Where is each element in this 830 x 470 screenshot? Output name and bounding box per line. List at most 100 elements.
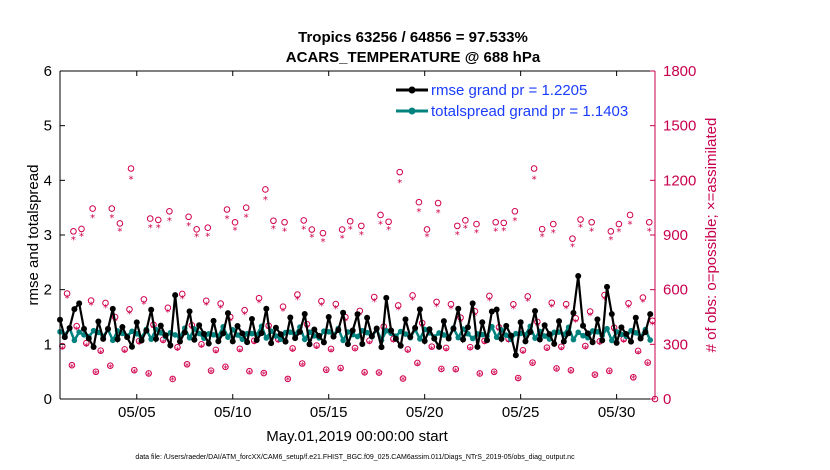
obs-assimilated-marker: * bbox=[148, 223, 153, 234]
obs-assimilated-marker: * bbox=[367, 339, 372, 350]
obs-possible-marker bbox=[202, 297, 210, 305]
totalspread-point bbox=[493, 334, 500, 341]
totalspread-point bbox=[263, 335, 270, 341]
obs-assimilated-marker: * bbox=[578, 223, 583, 234]
obs-assimilated-marker: * bbox=[628, 219, 633, 230]
rmse-point bbox=[90, 344, 97, 351]
left-tick-label: 0 bbox=[44, 391, 52, 408]
totalspread-point bbox=[541, 333, 548, 339]
rmse-point bbox=[508, 332, 515, 339]
obs-possible-marker bbox=[615, 220, 623, 228]
obs-possible-marker bbox=[130, 366, 138, 374]
obs-possible-marker bbox=[236, 345, 244, 353]
obs-possible-marker bbox=[404, 346, 412, 353]
totalspread-point bbox=[609, 337, 615, 344]
obs-assimilated-marker: * bbox=[353, 346, 358, 357]
rmse-point bbox=[388, 327, 395, 334]
obs-possible-marker bbox=[454, 222, 461, 230]
obs-assimilated-marker: * bbox=[424, 232, 429, 243]
obs-assimilated-marker: * bbox=[463, 223, 468, 234]
obs-possible-marker bbox=[346, 217, 354, 225]
obs-possible-marker bbox=[281, 218, 288, 226]
obs-assimilated-marker: * bbox=[213, 348, 218, 359]
obs-assimilated-marker: * bbox=[640, 298, 645, 309]
obs-possible-marker bbox=[588, 218, 595, 226]
obs-assimilated-marker: * bbox=[559, 345, 564, 356]
obs-assimilated-marker: * bbox=[530, 360, 535, 371]
obs-possible-marker bbox=[294, 291, 301, 298]
rmse-point bbox=[397, 342, 404, 349]
obs-assimilated-marker: * bbox=[434, 302, 439, 313]
obs-assimilated-marker: * bbox=[117, 226, 122, 237]
rmse-point bbox=[402, 316, 409, 323]
rmse-point bbox=[354, 311, 361, 318]
rmse-point bbox=[128, 343, 135, 350]
obs-assimilated-marker: * bbox=[180, 294, 185, 305]
rmse-point bbox=[215, 338, 222, 345]
rmse-point bbox=[167, 342, 174, 349]
obs-possible-marker bbox=[438, 365, 445, 373]
obs-assimilated-marker: * bbox=[146, 370, 151, 381]
legend-rmse-label: rmse grand pr = 1.2205 bbox=[431, 82, 587, 99]
obs-possible-marker bbox=[270, 217, 277, 225]
obs-possible-marker bbox=[183, 360, 191, 368]
obs-assimilated-marker: * bbox=[290, 346, 295, 357]
totalspread-point bbox=[186, 334, 193, 341]
rmse-point bbox=[364, 314, 371, 321]
obs-possible-marker bbox=[262, 186, 269, 193]
right-tick-label: 1800 bbox=[663, 63, 696, 80]
obs-possible-marker bbox=[242, 204, 250, 211]
obs-possible-marker bbox=[166, 208, 173, 215]
obs-possible-marker bbox=[207, 367, 215, 374]
totalspread-point bbox=[647, 337, 654, 343]
rmse-series bbox=[57, 273, 654, 359]
obs-possible-marker bbox=[222, 363, 229, 371]
legend-spread-marker bbox=[408, 107, 416, 115]
obs-assimilated-marker: * bbox=[285, 376, 290, 387]
rmse-point bbox=[114, 336, 121, 343]
obs-assimilated-marker: * bbox=[564, 304, 569, 315]
rmse-point bbox=[100, 335, 107, 342]
rmse-point bbox=[253, 336, 260, 343]
rmse-point bbox=[584, 330, 591, 337]
obs-assimilated-marker: * bbox=[185, 362, 190, 373]
totalspread-point bbox=[210, 332, 217, 338]
obs-assimilated-marker: * bbox=[525, 297, 530, 308]
rmse-point bbox=[325, 314, 332, 321]
rmse-point bbox=[464, 324, 471, 331]
rmse-point bbox=[229, 338, 236, 345]
obs-assimilated-marker: * bbox=[129, 175, 134, 186]
rmse-point bbox=[407, 333, 414, 340]
right-tick-label: 1200 bbox=[663, 172, 696, 189]
totalspread-point bbox=[513, 330, 519, 337]
rmse-point bbox=[220, 330, 227, 337]
obs-possible-marker bbox=[626, 211, 634, 219]
obs-assimilated-marker: * bbox=[453, 366, 458, 377]
obs-assimilated-marker: * bbox=[132, 367, 137, 378]
legend: rmse grand pr = 1.2205 totalspread grand… bbox=[396, 82, 628, 120]
right-axis-label: # of obs: o=possible; ×=assimilated bbox=[703, 118, 720, 353]
totalspread-point bbox=[580, 332, 586, 339]
obs-assimilated-marker: * bbox=[161, 338, 166, 349]
left-tick-label: 4 bbox=[44, 172, 52, 189]
obs-possible-marker bbox=[70, 228, 77, 235]
obs-assimilated-marker: * bbox=[396, 305, 401, 316]
rmse-point bbox=[436, 343, 443, 350]
rmse-point bbox=[580, 322, 587, 329]
obs-possible-marker bbox=[78, 225, 85, 233]
rmse-point bbox=[148, 306, 155, 313]
rmse-point bbox=[176, 338, 183, 345]
obs-possible-marker bbox=[519, 347, 527, 354]
rmse-point bbox=[460, 336, 467, 343]
obs-assimilated-marker: * bbox=[90, 213, 95, 224]
obs-assimilated-marker: * bbox=[127, 309, 132, 320]
obs-assimilated-marker: * bbox=[204, 301, 209, 312]
rmse-point bbox=[292, 335, 299, 342]
obs-possible-marker bbox=[645, 218, 653, 226]
rmse-point bbox=[368, 333, 375, 340]
rmse-point bbox=[306, 341, 313, 348]
obs-assimilated-marker: * bbox=[444, 346, 449, 357]
obs-assimilated-marker: * bbox=[647, 226, 652, 237]
obs-assimilated-marker: * bbox=[263, 195, 268, 206]
obs-assimilated-marker: * bbox=[333, 304, 338, 315]
